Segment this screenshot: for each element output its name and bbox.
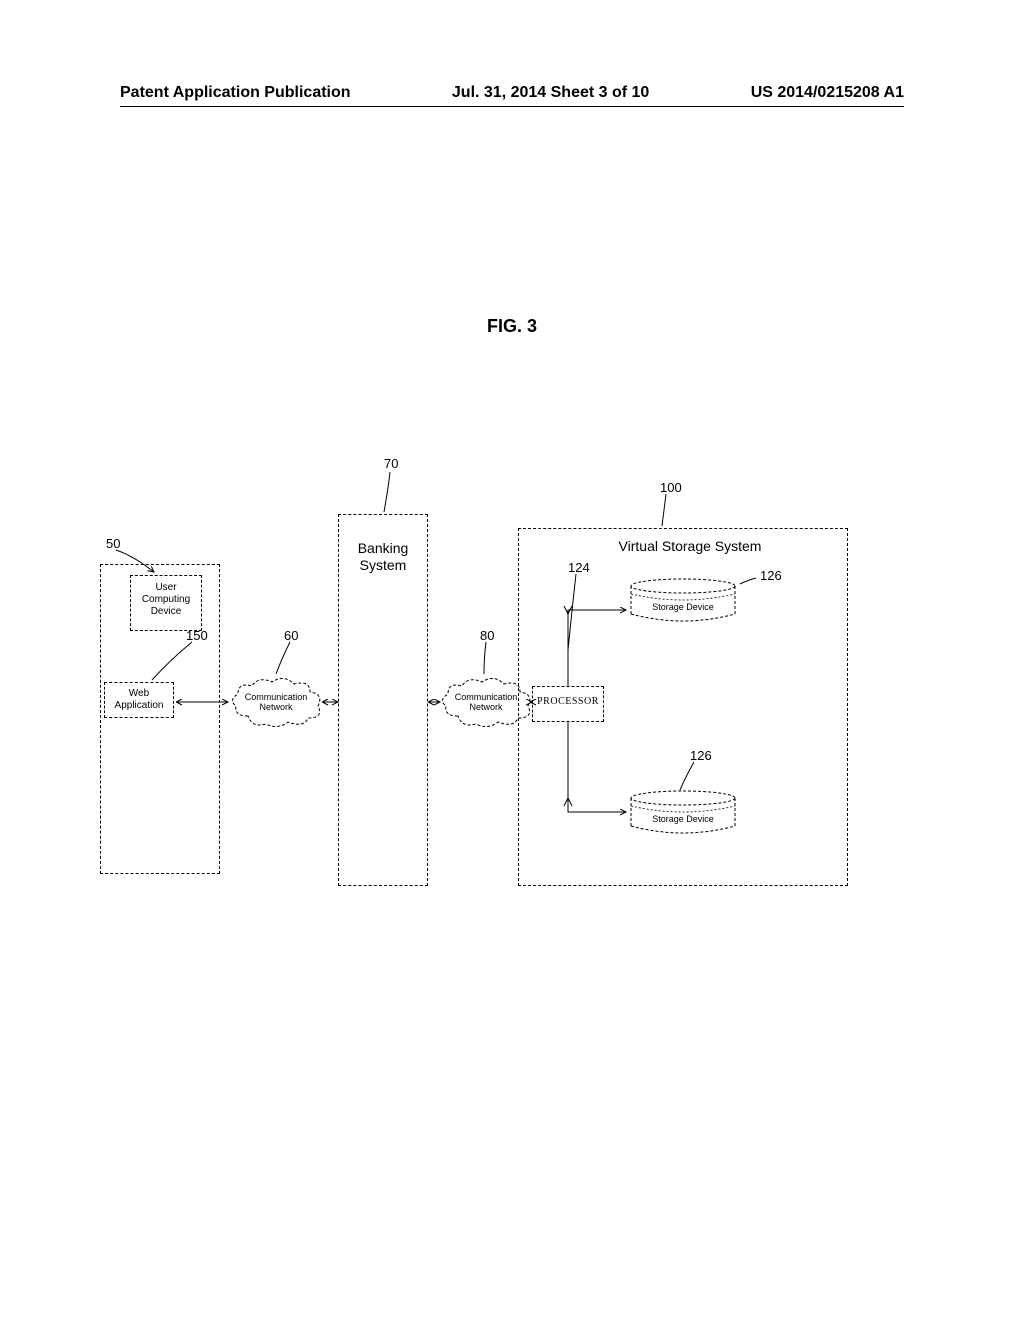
communication-network-2-label: Communication Network (451, 693, 521, 713)
storage-device-2-label: Storage Device (628, 814, 738, 824)
ref-150: 150 (186, 628, 208, 643)
communication-network-2: Communication Network (438, 676, 534, 730)
storage-device-2: Storage Device (628, 790, 738, 836)
processor-label: PROCESSOR (532, 696, 604, 708)
header-left: Patent Application Publication (120, 84, 351, 102)
storage-device-1: Storage Device (628, 578, 738, 624)
header-right: US 2014/0215208 A1 (751, 84, 904, 102)
banking-system-label: Banking System (338, 540, 428, 574)
storage-device-1-label: Storage Device (628, 602, 738, 612)
ref-50: 50 (106, 536, 120, 551)
header-center: Jul. 31, 2014 Sheet 3 of 10 (452, 84, 649, 102)
ref-126a: 126 (760, 568, 782, 583)
ref-60: 60 (284, 628, 298, 643)
page-header: Patent Application Publication Jul. 31, … (120, 84, 904, 107)
web-application-label: Web Application (104, 688, 174, 712)
diagram-canvas: User Computing Device Web Application Ba… (100, 450, 850, 910)
figure-label: FIG. 3 (0, 316, 1024, 337)
communication-network-1-label: Communication Network (241, 693, 311, 713)
user-computing-device-label: User Computing Device (130, 582, 202, 618)
virtual-storage-system-label: Virtual Storage System (600, 538, 780, 555)
ref-100: 100 (660, 480, 682, 495)
ref-126b: 126 (690, 748, 712, 763)
ref-80: 80 (480, 628, 494, 643)
ref-124: 124 (568, 560, 590, 575)
communication-network-1: Communication Network (228, 676, 324, 730)
ref-70: 70 (384, 456, 398, 471)
